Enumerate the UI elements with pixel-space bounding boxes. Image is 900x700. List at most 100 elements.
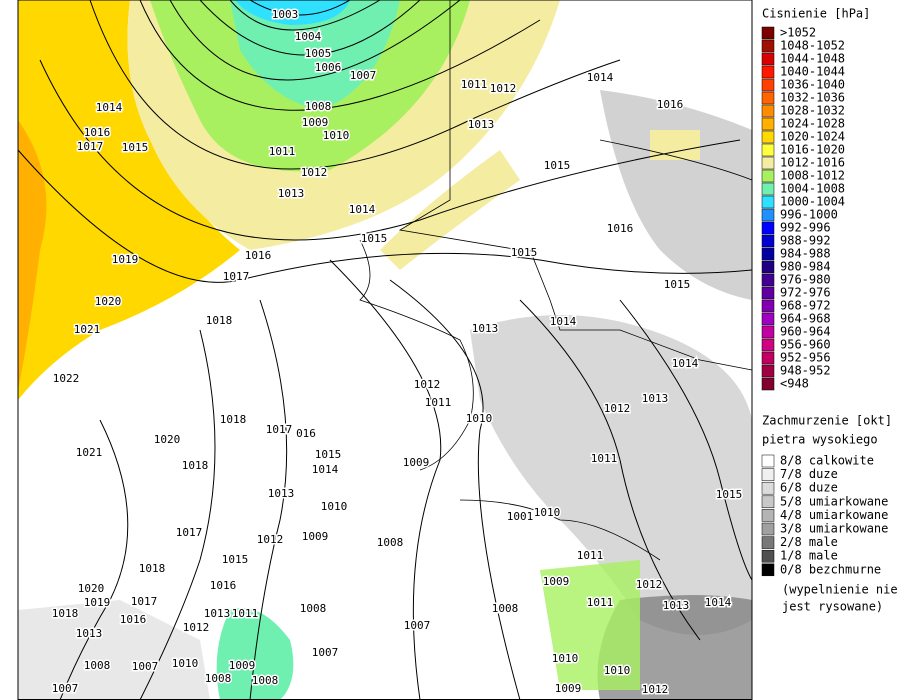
legend-swatch	[761, 338, 775, 352]
legend-swatch	[761, 143, 775, 157]
legend-swatch	[761, 377, 775, 391]
isobar	[389, 279, 521, 700]
isobar-label: 1017	[131, 595, 158, 608]
isobar-label: 1017	[223, 270, 250, 283]
isobar	[249, 0, 351, 16]
isobar-label: 1010	[466, 412, 493, 425]
isobar-label: 1010	[321, 500, 348, 513]
isobars	[17, 0, 753, 700]
border-line	[398, 0, 521, 251]
pressure-area	[650, 130, 700, 160]
pressure-area	[540, 560, 640, 690]
isobar-label: 1011	[232, 607, 259, 620]
isobar-label: 1010	[552, 652, 579, 665]
isobar-label: 1008	[492, 602, 519, 615]
legend-swatch	[761, 52, 775, 66]
legend-swatch	[761, 364, 775, 378]
isobar-label: 1018	[206, 314, 233, 327]
isobar	[89, 0, 621, 170]
isobar-label: 1013	[642, 392, 669, 405]
isobar-label: 1015	[361, 232, 388, 245]
isobar-label: 1012	[604, 402, 631, 415]
isobar-label: 1010	[323, 129, 350, 142]
isobar-label: 1007	[52, 682, 79, 695]
legend-swatch	[761, 549, 775, 563]
isobar-label: 1012	[414, 378, 441, 391]
legend-label: >1052	[780, 26, 816, 40]
legend-swatch	[761, 260, 775, 274]
border-line	[529, 249, 753, 371]
legend-label: 1004-1008	[780, 182, 845, 196]
isobar-label: 1015	[544, 159, 571, 172]
isobar-label: 1016	[607, 222, 634, 235]
legend-swatch	[761, 182, 775, 196]
legend-label: 980-984	[780, 260, 831, 274]
isobar-label: 1008	[377, 536, 404, 549]
isobar-label: 1008	[300, 602, 327, 615]
pressure-area	[18, 120, 47, 390]
legend-label: 0/8 bezchmurne	[780, 562, 881, 576]
isobar-label: 1014	[550, 315, 577, 328]
isobar-label: 1021	[74, 323, 101, 336]
border-line	[459, 499, 661, 561]
isobar-label: 1009	[229, 659, 256, 672]
isobar-label: 1012	[257, 533, 284, 546]
cloud-area	[600, 90, 752, 300]
isobar-label: 1016	[245, 249, 272, 262]
isobar-label: 1014	[672, 357, 699, 370]
legend-swatch	[761, 273, 775, 287]
isobar-label: 1004	[295, 30, 322, 43]
legend-swatch	[761, 495, 775, 509]
isobar-label: 1013	[278, 187, 305, 200]
isobar-label: 1013	[204, 607, 231, 620]
isobar-label: 1008	[205, 672, 232, 685]
legend-label: 976-980	[780, 273, 831, 287]
isobar-label: 1013	[268, 487, 295, 500]
isobar	[619, 299, 753, 581]
legend-label: 952-956	[780, 351, 831, 365]
isobar-label: 1014	[705, 596, 732, 609]
legend-label: 968-972	[780, 299, 831, 313]
legend-swatch	[761, 195, 775, 209]
isobar-label: 1015	[664, 278, 691, 291]
isobar-label: 1016	[84, 126, 111, 139]
pressure-area	[18, 0, 240, 400]
legend-swatch	[761, 65, 775, 79]
isobar-label: 1015	[716, 488, 743, 501]
legend-label: 1028-1032	[780, 104, 845, 118]
cloud-area	[18, 600, 210, 700]
legend-label: 7/8 duze	[780, 467, 838, 481]
isobar-label: 1018	[52, 607, 79, 620]
legend-swatch	[761, 481, 775, 495]
isobar-label: 1016	[210, 579, 237, 592]
legend-swatch	[761, 39, 775, 53]
isobar	[139, 0, 541, 111]
legend-label: 1016-1020	[780, 143, 845, 157]
isobar-label: 1012	[183, 621, 210, 634]
legend-label: 948-952	[780, 364, 831, 378]
isobar-label: 1019	[84, 596, 111, 609]
isobar-label: 1014	[312, 463, 339, 476]
isobar-label: 1020	[154, 433, 181, 446]
legend-title: Cisnienie [hPa]	[762, 7, 870, 21]
legend-swatch	[761, 78, 775, 92]
legend-swatch	[761, 234, 775, 248]
isobar-label: 1009	[302, 116, 329, 129]
legend-label: 984-988	[780, 247, 831, 261]
border-line	[359, 239, 474, 471]
legend-swatch	[761, 117, 775, 131]
isobar-label: 1015	[222, 553, 249, 566]
isobar-label: 1009	[403, 456, 430, 469]
legend-swatch	[761, 156, 775, 170]
isobar-label: 1014	[349, 203, 376, 216]
isobar-label: 1013	[472, 322, 499, 335]
isobar-label: 1008	[305, 100, 332, 113]
legend-label: 1008-1012	[780, 169, 845, 183]
isobar-label: 1020	[95, 295, 122, 308]
isobar-label: 1014	[96, 101, 123, 114]
legend-label: 1024-1028	[780, 117, 845, 131]
isobar-label: 1008	[84, 659, 111, 672]
isobar-label: 1016	[120, 613, 147, 626]
isobar-label: 1019	[112, 253, 139, 266]
